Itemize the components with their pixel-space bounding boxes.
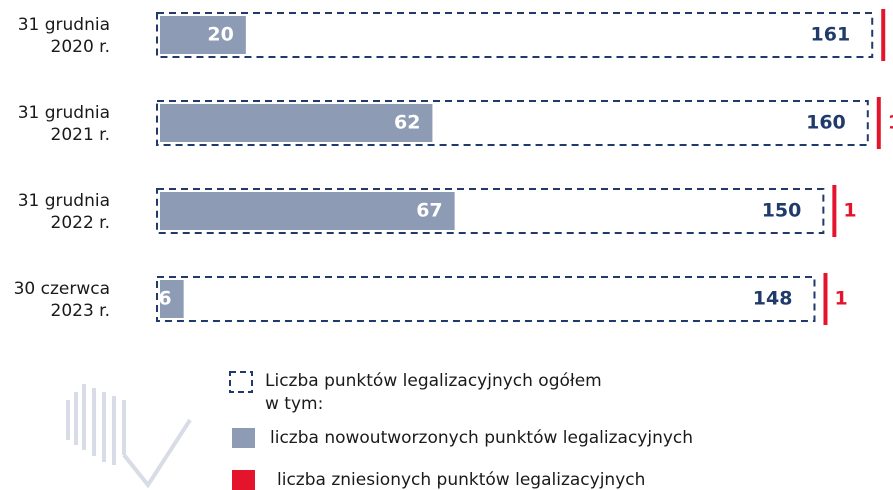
legend-swatch xyxy=(229,371,253,393)
category-label: 31 grudnia xyxy=(18,103,110,123)
watermark xyxy=(66,384,192,489)
new-bar xyxy=(160,192,455,230)
new-label: 20 xyxy=(207,24,233,46)
category-label: 31 grudnia xyxy=(18,15,110,35)
new-label: 62 xyxy=(394,112,420,134)
total-bar xyxy=(156,100,869,146)
new-bar xyxy=(160,16,246,54)
category-label: 2020 r. xyxy=(51,37,111,57)
new-bar xyxy=(160,104,433,142)
legend-label: liczba zniesionych punktów legalizacyjny… xyxy=(277,470,645,490)
total-label: 150 xyxy=(762,200,802,222)
total-label: 161 xyxy=(811,24,851,46)
new-bar xyxy=(160,280,184,318)
new-label: 6 xyxy=(158,288,171,310)
category-label: 2023 r. xyxy=(51,301,111,321)
legend-subheading: w tym: xyxy=(265,394,323,414)
total-bar xyxy=(156,12,874,58)
legend-swatch xyxy=(232,428,255,448)
total-label: 160 xyxy=(806,112,846,134)
removed-label: 1 xyxy=(888,112,893,134)
legend-label: liczba nowoutworzonych punktów legalizac… xyxy=(270,428,693,448)
category-label: 30 czerwca xyxy=(14,279,110,299)
category-label: 2021 r. xyxy=(51,125,111,145)
total-label: 148 xyxy=(753,288,793,310)
total-bar xyxy=(156,276,816,322)
total-bar xyxy=(156,188,825,234)
legend-label: Liczba punktów legalizacyjnych ogółem xyxy=(265,371,602,391)
category-label: 31 grudnia xyxy=(18,191,110,211)
removed-label: 1 xyxy=(834,288,847,310)
removed-label: 1 xyxy=(843,200,856,222)
new-label: 67 xyxy=(416,200,442,222)
legend-swatch xyxy=(232,470,255,490)
category-label: 2022 r. xyxy=(51,213,111,233)
